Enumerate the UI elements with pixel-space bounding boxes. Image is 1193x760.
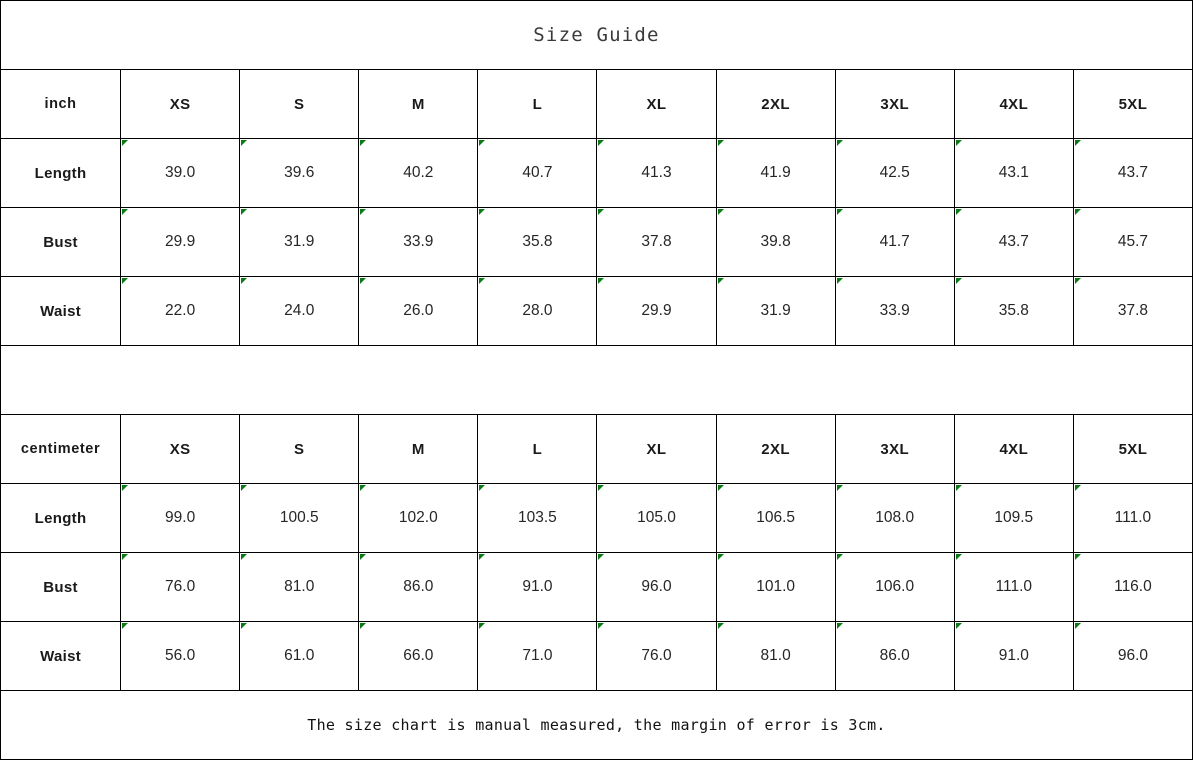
page-title: Size Guide [0, 0, 1193, 70]
size-header-3XL: 3XL [834, 69, 955, 139]
size-header-4XL: 4XL [953, 69, 1074, 139]
table-row: Waist 56.0 61.0 66.0 71.0 76.0 81.0 86.0 91.0 96.… [0, 621, 1193, 691]
size-header-XL: XL [596, 414, 717, 484]
size-header-XS: XS [120, 414, 241, 484]
cell-waist-XS: 56.0 [120, 621, 241, 691]
cell-waist-3XL: 86.0 [834, 621, 955, 691]
size-header-5XL: 5XL [1072, 414, 1193, 484]
cell-bust-XL: 37.8 [596, 207, 717, 277]
cell-waist-L: 71.0 [477, 621, 598, 691]
cell-bust-L: 35.8 [477, 207, 598, 277]
cell-bust-3XL: 41.7 [834, 207, 955, 277]
cell-bust-S: 81.0 [239, 552, 360, 622]
size-guide-body: Size Guide [0, 0, 1193, 70]
cell-waist-2XL: 31.9 [715, 276, 836, 346]
cell-length-4XL: 43.1 [953, 138, 1074, 208]
cell-length-5XL: 111.0 [1072, 483, 1193, 553]
cell-waist-M: 66.0 [358, 621, 479, 691]
size-header-XS: XS [120, 69, 241, 139]
size-header-5XL: 5XL [1072, 69, 1193, 139]
table-spacer-cell [0, 345, 1193, 415]
cell-waist-S: 61.0 [239, 621, 360, 691]
measurement-label-length: Length [0, 138, 122, 208]
table-row: Length 99.0 100.5 102.0 103.5 105.0 106.5 108.0… [0, 483, 1193, 553]
cell-length-3XL: 108.0 [834, 483, 955, 553]
cell-waist-XS: 22.0 [120, 276, 241, 346]
size-header-L: L [477, 69, 598, 139]
cell-bust-4XL: 111.0 [953, 552, 1074, 622]
measurement-label-bust: Bust [0, 207, 122, 277]
cell-length-XS: 99.0 [120, 483, 241, 553]
cell-bust-5XL: 116.0 [1072, 552, 1193, 622]
title-row: Size Guide [0, 0, 1193, 70]
table-spacer-row [0, 345, 1193, 415]
size-tables-root: inch XS S M L XL 2XL 3XL 4XL 5XL Length 39.0 39.6 40.… [0, 69, 1193, 691]
size-header-L: L [477, 414, 598, 484]
cell-length-M: 40.2 [358, 138, 479, 208]
cell-length-L: 40.7 [477, 138, 598, 208]
cell-waist-5XL: 37.8 [1072, 276, 1193, 346]
table-row: Bust 29.9 31.9 33.9 35.8 37.8 39.8 41.7 43.7 45.7 [0, 207, 1193, 277]
unit-label-inch: inch [0, 69, 122, 139]
cell-waist-L: 28.0 [477, 276, 598, 346]
cell-length-3XL: 42.5 [834, 138, 955, 208]
cell-waist-XL: 76.0 [596, 621, 717, 691]
unit-label-centimeter: centimeter [0, 414, 122, 484]
cell-length-4XL: 109.5 [953, 483, 1074, 553]
cell-bust-M: 33.9 [358, 207, 479, 277]
cell-waist-M: 26.0 [358, 276, 479, 346]
cell-length-2XL: 41.9 [715, 138, 836, 208]
size-header-4XL: 4XL [953, 414, 1074, 484]
measurement-label-bust: Bust [0, 552, 122, 622]
cell-waist-XL: 29.9 [596, 276, 717, 346]
cell-length-2XL: 106.5 [715, 483, 836, 553]
cell-bust-XL: 96.0 [596, 552, 717, 622]
cell-length-XL: 105.0 [596, 483, 717, 553]
measurement-label-length: Length [0, 483, 122, 553]
size-header-M: M [358, 69, 479, 139]
cell-bust-3XL: 106.0 [834, 552, 955, 622]
cell-bust-XS: 76.0 [120, 552, 241, 622]
cell-length-L: 103.5 [477, 483, 598, 553]
footer-note: The size chart is manual measured, the m… [0, 690, 1193, 760]
size-header-2XL: 2XL [715, 414, 836, 484]
size-header-row: centimeter XS S M L XL 2XL 3XL 4XL 5XL [0, 414, 1193, 484]
table-row: Waist 22.0 24.0 26.0 28.0 29.9 31.9 33.9 35.8 37.… [0, 276, 1193, 346]
table-row: Bust 76.0 81.0 86.0 91.0 96.0 101.0 106.0 111.0 1… [0, 552, 1193, 622]
cell-length-S: 39.6 [239, 138, 360, 208]
cell-length-5XL: 43.7 [1072, 138, 1193, 208]
cell-waist-5XL: 96.0 [1072, 621, 1193, 691]
measurement-label-waist: Waist [0, 276, 122, 346]
measurement-label-waist: Waist [0, 621, 122, 691]
cell-waist-2XL: 81.0 [715, 621, 836, 691]
size-header-XL: XL [596, 69, 717, 139]
cell-length-XS: 39.0 [120, 138, 241, 208]
footer-body: The size chart is manual measured, the m… [0, 690, 1193, 760]
cell-bust-2XL: 39.8 [715, 207, 836, 277]
cell-waist-4XL: 35.8 [953, 276, 1074, 346]
size-header-3XL: 3XL [834, 414, 955, 484]
size-header-S: S [239, 414, 360, 484]
size-header-row: inch XS S M L XL 2XL 3XL 4XL 5XL [0, 69, 1193, 139]
cell-waist-3XL: 33.9 [834, 276, 955, 346]
cell-length-S: 100.5 [239, 483, 360, 553]
cell-length-XL: 41.3 [596, 138, 717, 208]
cell-waist-4XL: 91.0 [953, 621, 1074, 691]
cell-bust-L: 91.0 [477, 552, 598, 622]
cell-bust-2XL: 101.0 [715, 552, 836, 622]
cell-waist-S: 24.0 [239, 276, 360, 346]
cell-length-M: 102.0 [358, 483, 479, 553]
cell-bust-M: 86.0 [358, 552, 479, 622]
size-header-S: S [239, 69, 360, 139]
cell-bust-4XL: 43.7 [953, 207, 1074, 277]
size-header-M: M [358, 414, 479, 484]
footer-row: The size chart is manual measured, the m… [0, 690, 1193, 760]
size-header-2XL: 2XL [715, 69, 836, 139]
cell-bust-S: 31.9 [239, 207, 360, 277]
table-row: Length 39.0 39.6 40.2 40.7 41.3 41.9 42.5 43.1 43… [0, 138, 1193, 208]
cell-bust-XS: 29.9 [120, 207, 241, 277]
cell-bust-5XL: 45.7 [1072, 207, 1193, 277]
